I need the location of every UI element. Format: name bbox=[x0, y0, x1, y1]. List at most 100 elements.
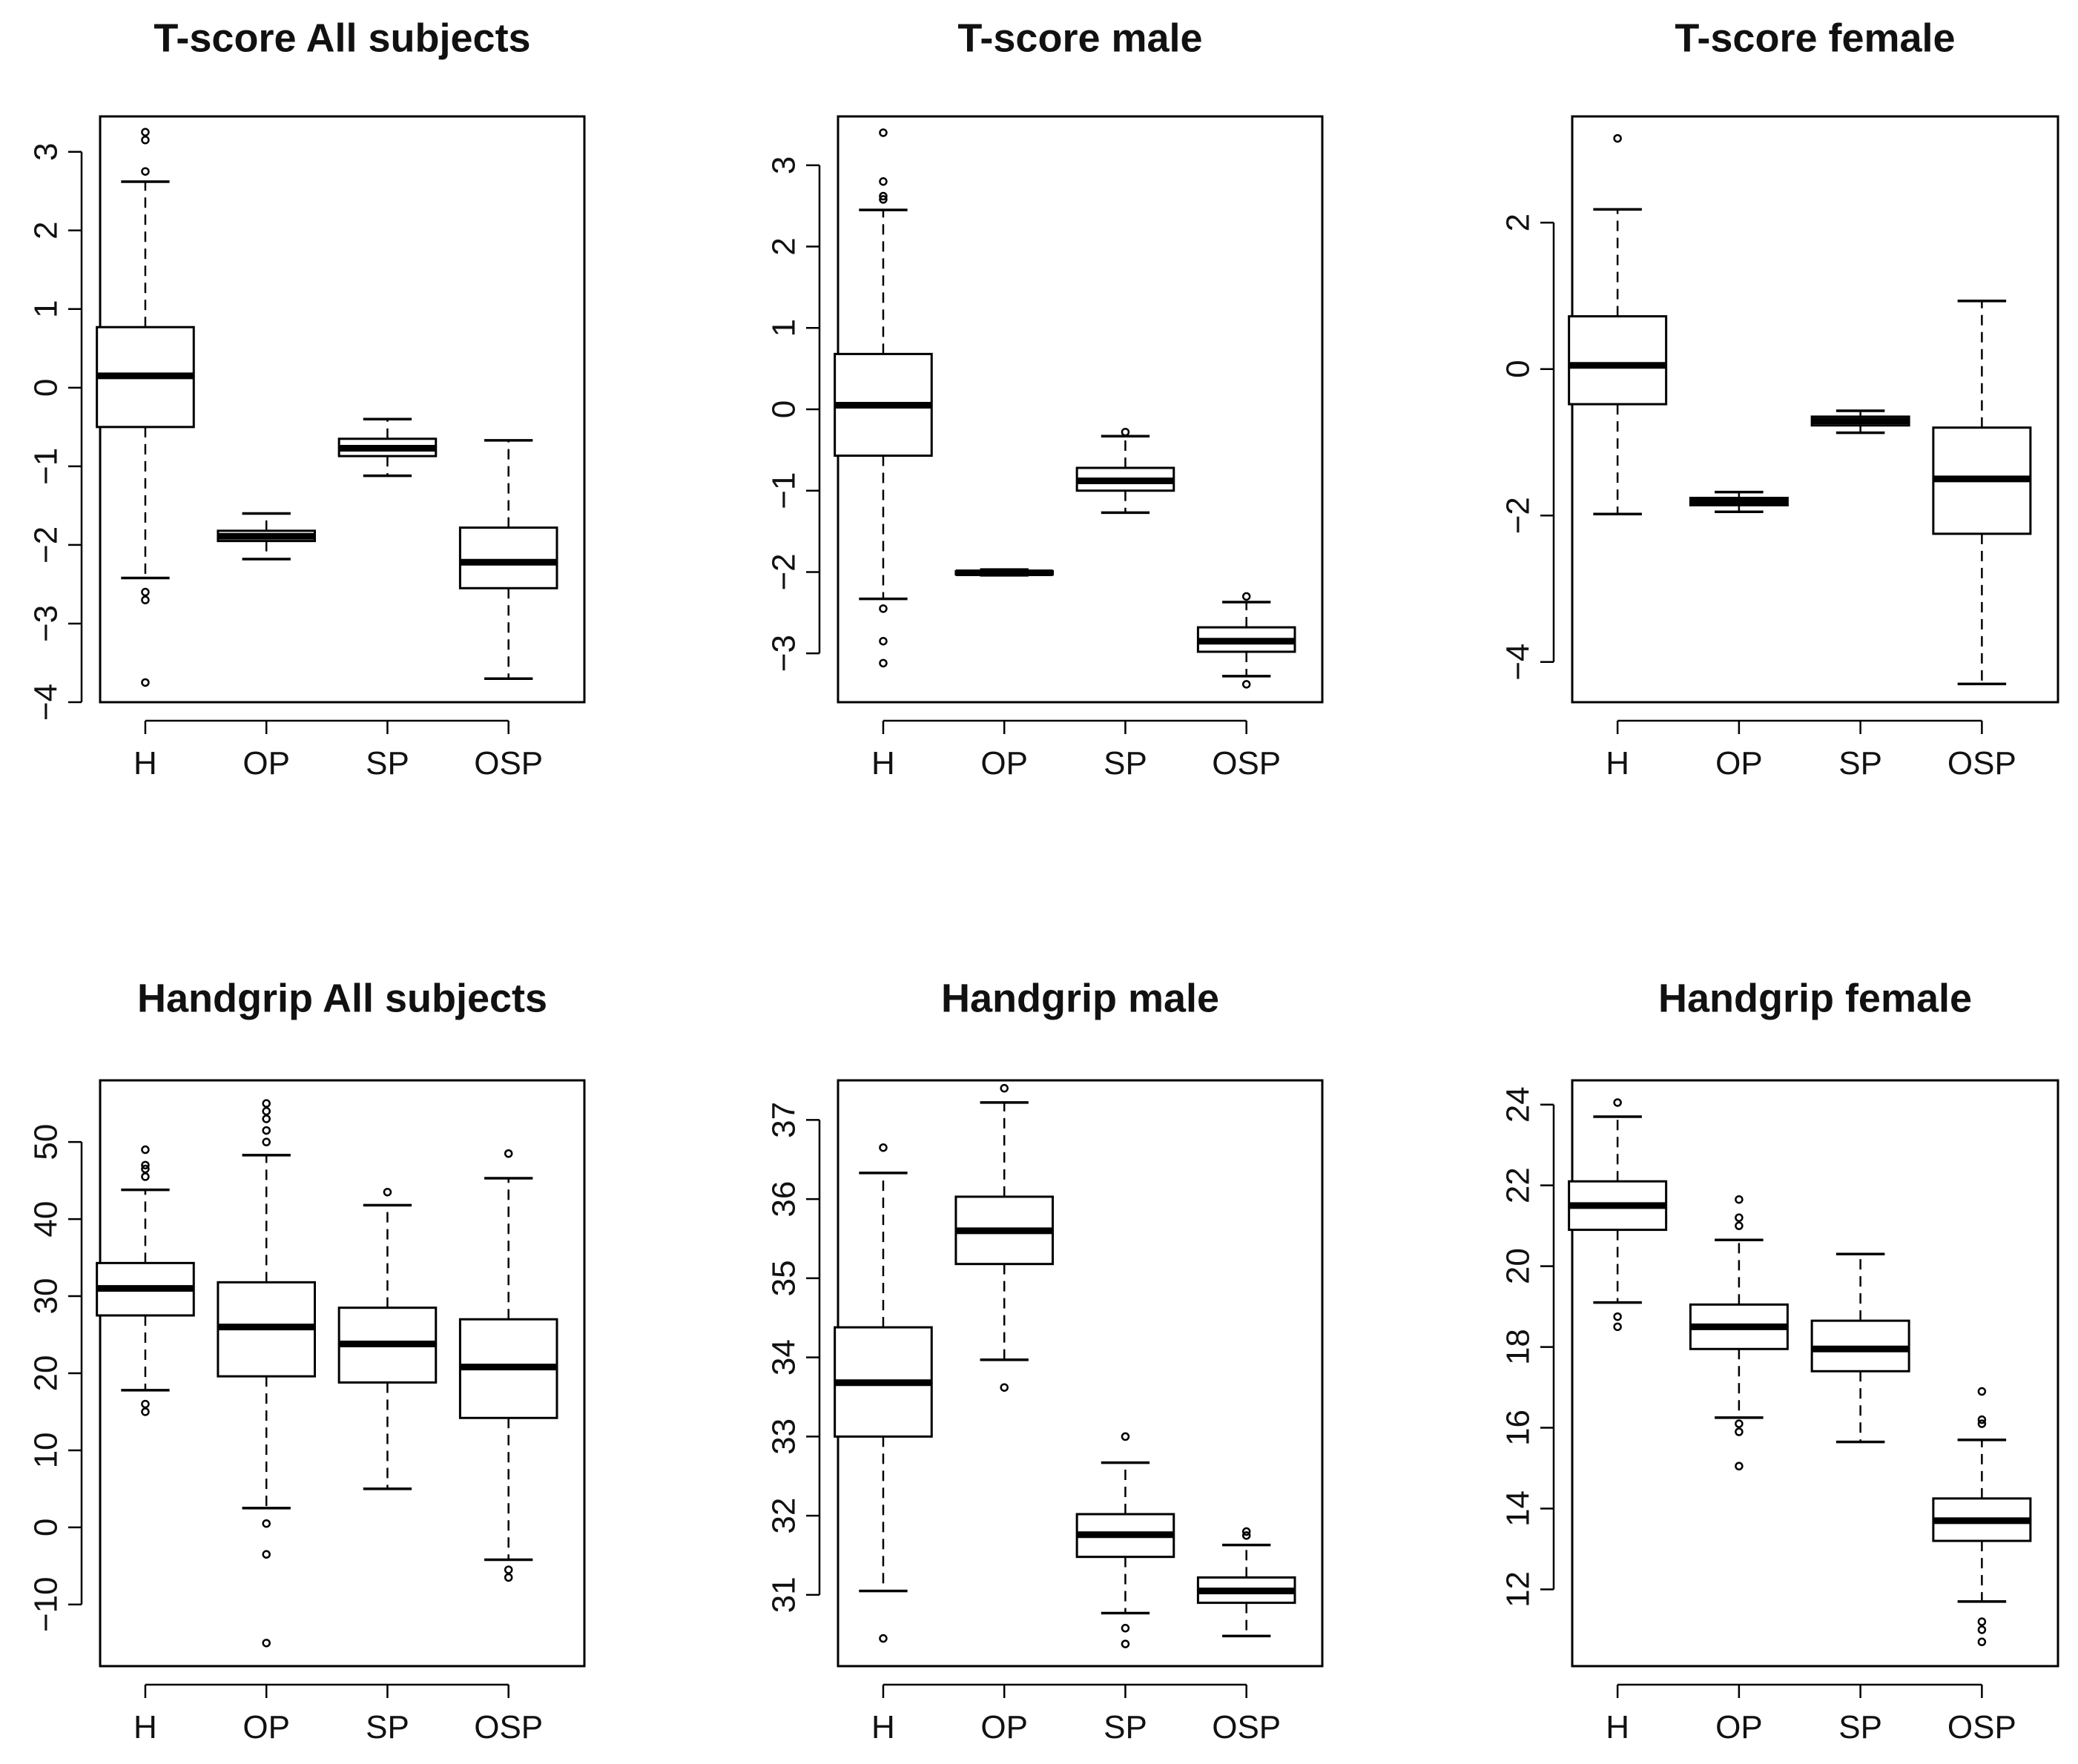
y-tick-label: 20 bbox=[28, 1355, 65, 1392]
panel-handgrip-male: Handgrip male 31 32 33 34 35 36 37 H OP SP OSP bbox=[766, 976, 1324, 1745]
outlier-point bbox=[141, 1407, 150, 1416]
x-category-label: H bbox=[871, 1709, 895, 1745]
x-category-label: H bbox=[1606, 745, 1629, 782]
y-tick-label: 3 bbox=[28, 142, 65, 160]
box-h bbox=[834, 128, 933, 668]
outlier-point bbox=[262, 1126, 271, 1135]
y-tick-label: 2 bbox=[1500, 214, 1537, 231]
box-op bbox=[1689, 490, 1789, 513]
x-category-label: OP bbox=[243, 1709, 290, 1745]
box-sp bbox=[337, 417, 438, 478]
y-tick-label: −1 bbox=[766, 472, 802, 509]
box-h bbox=[1568, 1098, 1668, 1332]
interquartile-box bbox=[458, 526, 558, 589]
panel-title: T-score male bbox=[957, 16, 1202, 60]
y-tick-label: 31 bbox=[766, 1576, 802, 1613]
y-tick-label: 1 bbox=[766, 319, 802, 337]
outlier-point bbox=[141, 1399, 150, 1409]
y-tick-label: 18 bbox=[1500, 1329, 1537, 1365]
y-tick-label: 34 bbox=[766, 1339, 802, 1375]
x-category-label: H bbox=[133, 1709, 157, 1745]
y-tick-label: 3 bbox=[766, 156, 802, 174]
y-tick-label: 22 bbox=[1500, 1167, 1537, 1203]
y-tick-label: 35 bbox=[766, 1260, 802, 1296]
outlier-point bbox=[141, 1164, 150, 1174]
box-op bbox=[1689, 1195, 1789, 1471]
x-category-label: OSP bbox=[1212, 1709, 1281, 1745]
outlier-point bbox=[1977, 1415, 1987, 1424]
box-osp bbox=[1196, 592, 1296, 689]
outlier-point bbox=[1735, 1213, 1744, 1222]
y-tick-label: −10 bbox=[28, 1577, 65, 1633]
outlier-point bbox=[1977, 1617, 1987, 1626]
outlier-point bbox=[262, 1137, 271, 1146]
outlier-point bbox=[141, 128, 150, 136]
outlier-point bbox=[1121, 1639, 1130, 1648]
outlier-point bbox=[879, 128, 888, 137]
box-op bbox=[954, 568, 1054, 577]
outlier-point bbox=[879, 177, 888, 186]
y-tick-label: −4 bbox=[1500, 644, 1537, 681]
box-op bbox=[954, 1083, 1054, 1392]
outlier-point bbox=[1613, 1098, 1622, 1107]
outlier-point bbox=[262, 1114, 271, 1123]
outlier-point bbox=[1977, 1625, 1987, 1634]
panel-title: Handgrip female bbox=[1658, 976, 1972, 1020]
y-tick-label: 0 bbox=[28, 1519, 65, 1536]
box-sp bbox=[1075, 427, 1175, 515]
box-osp bbox=[458, 439, 558, 680]
x-category-label: OP bbox=[980, 745, 1028, 782]
outlier-point bbox=[141, 678, 150, 687]
outlier-point bbox=[1121, 1432, 1130, 1441]
y-tick-label: 32 bbox=[766, 1498, 802, 1534]
outlier-point bbox=[383, 1187, 392, 1197]
plot-frame bbox=[99, 1079, 586, 1668]
outlier-point bbox=[879, 604, 888, 613]
outlier-point bbox=[879, 658, 888, 668]
plot-frame bbox=[1571, 115, 2059, 704]
y-tick-label: 2 bbox=[28, 222, 65, 240]
outlier-point bbox=[504, 1573, 513, 1582]
x-category-label: OP bbox=[1715, 745, 1763, 782]
outlier-point bbox=[141, 1172, 150, 1181]
outlier-point bbox=[1613, 1312, 1622, 1321]
outlier-point bbox=[1735, 1419, 1744, 1428]
x-category-label: H bbox=[133, 745, 157, 782]
x-category-label: SP bbox=[366, 1709, 409, 1745]
y-tick-label: −1 bbox=[28, 448, 65, 485]
plot-frame bbox=[1571, 1079, 2059, 1668]
x-category-label: OP bbox=[1715, 1709, 1763, 1745]
y-tick-label: 1 bbox=[28, 300, 65, 318]
box-h bbox=[1568, 133, 1668, 515]
y-tick-label: −3 bbox=[28, 605, 65, 642]
y-tick-label: 0 bbox=[28, 379, 65, 397]
outlier-point bbox=[1241, 1531, 1251, 1540]
y-tick-label: 14 bbox=[1500, 1490, 1537, 1527]
outlier-point bbox=[1977, 1637, 1987, 1647]
box-osp bbox=[458, 1149, 558, 1582]
y-tick-label: −2 bbox=[1500, 497, 1537, 534]
panel-handgrip-female: Handgrip female 12 14 16 18 20 22 24 H OP SP OSP bbox=[1500, 976, 2059, 1745]
y-tick-label: 50 bbox=[28, 1124, 65, 1160]
panel-handgrip-all: Handgrip All subjects −10 0 10 20 30 40 50 H OP S… bbox=[28, 976, 586, 1745]
outlier-point bbox=[879, 636, 888, 646]
box-sp bbox=[1810, 1252, 1910, 1444]
box-op bbox=[217, 1099, 316, 1648]
box-op bbox=[217, 512, 316, 561]
x-category-label: SP bbox=[1104, 1709, 1147, 1745]
outlier-point bbox=[262, 1519, 271, 1528]
outlier-point bbox=[141, 136, 150, 145]
outlier-point bbox=[141, 167, 150, 176]
outlier-point bbox=[1735, 1461, 1744, 1471]
box-sp bbox=[337, 1187, 438, 1490]
y-tick-label: 30 bbox=[28, 1278, 65, 1315]
y-tick-label: 33 bbox=[766, 1418, 802, 1455]
x-category-label: SP bbox=[1838, 745, 1882, 782]
y-tick-label: 0 bbox=[766, 400, 802, 418]
panel-tscore-male: T-score male −3 −2 −1 0 1 2 3 H OP SP OSP bbox=[766, 16, 1324, 782]
outlier-point bbox=[879, 1633, 888, 1643]
x-category-label: SP bbox=[1104, 745, 1147, 782]
y-tick-label: 36 bbox=[766, 1181, 802, 1218]
panel-title: T-score female bbox=[1675, 16, 1955, 60]
